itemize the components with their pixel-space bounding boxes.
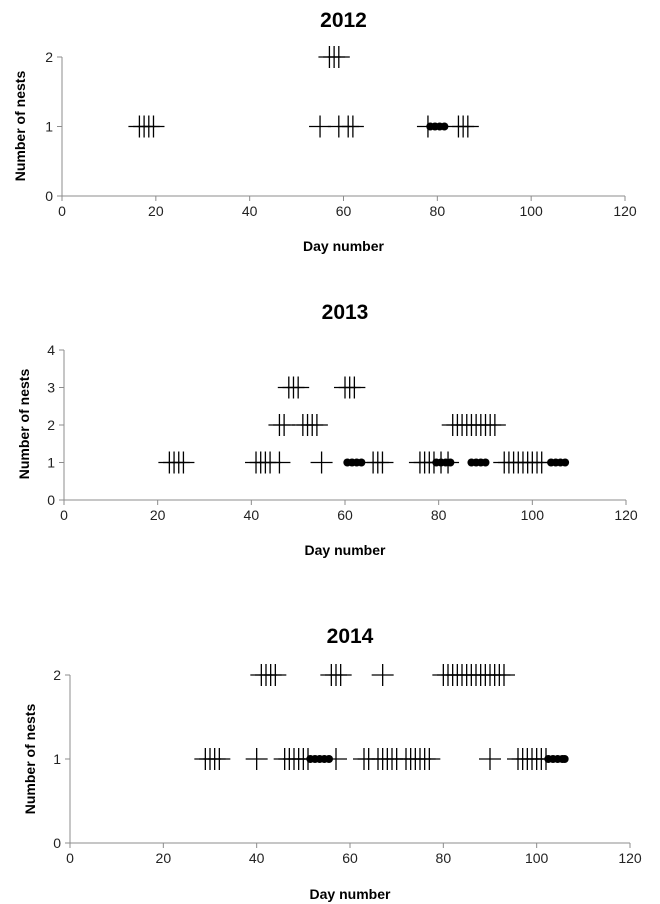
y-tick-label: 2: [53, 667, 61, 683]
plus-marker: [456, 115, 479, 138]
x-tick-label: 20: [148, 203, 164, 219]
plus-marker: [310, 451, 333, 474]
x-tick-label: 60: [342, 850, 358, 866]
plus-marker: [287, 376, 310, 399]
x-tick-label: 0: [58, 203, 66, 219]
x-tick-label: 0: [60, 507, 68, 523]
x-tick-label: 80: [436, 850, 452, 866]
x-tick-label: 20: [150, 507, 166, 523]
x-tick-label: 40: [244, 507, 260, 523]
x-tick-label: 80: [431, 507, 447, 523]
y-axis-label: Number of nests: [12, 71, 28, 182]
y-tick-label: 2: [47, 417, 55, 433]
x-axis-label: Day number: [305, 542, 386, 558]
chart-title: 2012: [320, 9, 367, 32]
y-tick-label: 2: [45, 49, 53, 65]
plus-marker: [483, 414, 506, 436]
x-tick-label: 40: [242, 203, 258, 219]
dot-marker: [481, 458, 490, 467]
y-tick-label: 4: [47, 342, 55, 358]
plus-marker: [341, 115, 364, 138]
x-tick-label: 120: [614, 507, 638, 523]
dot-marker: [561, 458, 570, 467]
x-tick-label: 60: [337, 507, 353, 523]
x-tick-label: 120: [613, 203, 637, 219]
chart-2014: 2014 0 20 40 60 80 100 120 0 1 2 Day number Number o…: [22, 625, 642, 902]
plus-marker: [309, 115, 332, 138]
plus-marker: [371, 664, 394, 686]
y-tick-label: 1: [53, 751, 61, 767]
plus-marker: [264, 664, 287, 686]
y-tick-label: 1: [45, 119, 53, 135]
y-tick-label: 1: [47, 455, 55, 471]
dot-marker: [560, 755, 569, 763]
x-tick-label: 100: [525, 850, 549, 866]
y-tick-label: 0: [45, 188, 53, 204]
y-tick-label: 0: [47, 492, 55, 508]
plus-marker: [172, 451, 195, 474]
plus-marker: [418, 748, 441, 770]
x-tick-label: 120: [618, 850, 642, 866]
x-tick-label: 100: [521, 507, 545, 523]
x-tick-label: 100: [519, 203, 543, 219]
dot-marker: [325, 755, 333, 763]
x-tick-label: 80: [430, 203, 446, 219]
plus-marker: [245, 748, 268, 770]
x-tick-label: 20: [156, 850, 172, 866]
plus-marker: [327, 46, 350, 68]
plus-marker: [371, 451, 394, 474]
plus-marker: [273, 414, 296, 436]
plus-marker: [208, 748, 231, 770]
x-axis-label: Day number: [303, 238, 384, 254]
y-tick-label: 0: [53, 835, 61, 851]
x-tick-label: 0: [66, 850, 74, 866]
x-tick-label: 40: [249, 850, 265, 866]
x-axis-label: Day number: [310, 886, 391, 902]
plus-marker: [142, 115, 165, 138]
y-tick-label: 3: [47, 380, 55, 396]
chart-2012: 2012 0 20 40 60 80 100 120 0 1 2 Day number Number o…: [12, 9, 637, 254]
chart-title: 2014: [327, 625, 374, 648]
dot-marker: [357, 458, 366, 467]
plus-marker: [343, 376, 366, 399]
plus-marker: [479, 748, 501, 770]
plus-marker: [305, 414, 328, 436]
plus-marker: [268, 451, 291, 474]
y-axis-label: Number of nests: [16, 369, 32, 480]
plus-marker: [329, 664, 352, 686]
dot-marker: [440, 122, 449, 131]
dot-marker: [446, 458, 455, 467]
chart-title: 2013: [322, 301, 369, 324]
chart-2013: 2013 0 20 40 60 80 100 120 0 1 2 3 4 Day number Number…: [16, 301, 638, 558]
y-axis-label: Number of nests: [22, 704, 38, 815]
x-tick-label: 60: [336, 203, 352, 219]
plus-marker: [493, 664, 515, 686]
